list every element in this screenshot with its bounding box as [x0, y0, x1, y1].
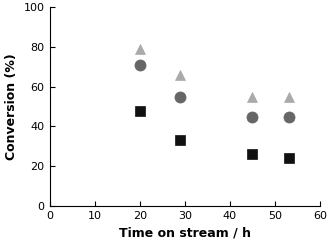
- Y-axis label: Conversion (%): Conversion (%): [5, 53, 18, 160]
- X-axis label: Time on stream / h: Time on stream / h: [119, 226, 251, 239]
